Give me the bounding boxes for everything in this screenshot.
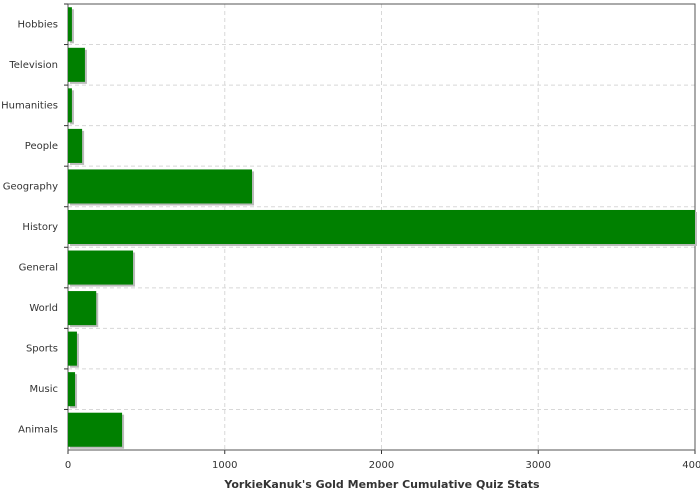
y-tick-label: Television: [8, 60, 58, 71]
x-tick-label: 2000: [369, 460, 394, 471]
bar: [68, 47, 85, 82]
y-tick-label: Humanities: [1, 100, 58, 111]
bar: [68, 128, 83, 163]
y-tick-label: Music: [30, 384, 58, 395]
x-tick-label: 0: [65, 460, 71, 471]
bar: [68, 331, 77, 366]
y-tick-label: Geography: [3, 181, 58, 192]
x-tick-label: 3000: [526, 460, 551, 471]
chart-title: YorkieKanuk's Gold Member Cumulative Qui…: [223, 478, 540, 491]
bar: [68, 169, 253, 204]
bar: [68, 88, 72, 123]
bar: [68, 291, 97, 326]
bar: [68, 372, 76, 407]
y-tick-label: General: [19, 263, 58, 274]
bar-shadow: [70, 90, 74, 125]
y-tick-label: Sports: [26, 344, 58, 355]
x-tick-label: 4000: [682, 460, 700, 471]
bar: [68, 250, 134, 285]
bar: [68, 412, 123, 447]
y-tick-label: People: [25, 141, 58, 152]
y-tick-label: History: [22, 222, 58, 233]
y-tick-label: World: [29, 303, 58, 314]
bar: [68, 7, 72, 42]
bar-shadow: [70, 9, 74, 44]
x-tick-label: 1000: [212, 460, 237, 471]
y-tick-label: Animals: [18, 425, 58, 436]
bar: [68, 209, 695, 245]
y-tick-label: Hobbies: [18, 19, 58, 30]
